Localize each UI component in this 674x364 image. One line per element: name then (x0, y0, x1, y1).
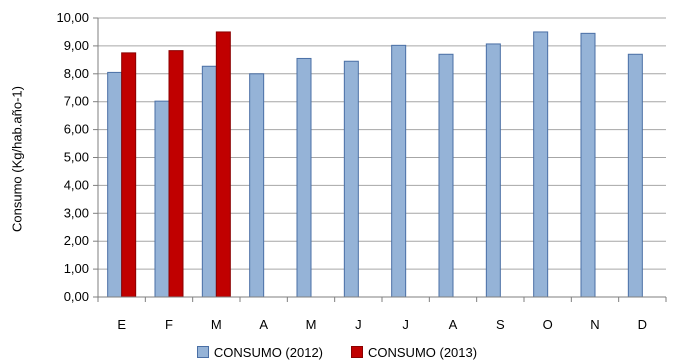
legend-swatch-2013 (351, 346, 363, 358)
bar-2012 (343, 60, 359, 298)
axes (93, 17, 667, 302)
bar-2012 (627, 53, 643, 298)
bar-chart: 0,00 1,00 2,00 3,00 4,00 5,00 6,00 7,00 8,00 9,00… (56, 10, 667, 332)
y-tick-label: 2,00 (64, 233, 89, 248)
bar-2012 (580, 32, 596, 298)
y-axis-label: Consumo (Kg/hab.año-1) (8, 64, 26, 254)
x-tick-label: A (259, 317, 268, 332)
y-tick-label: 5,00 (64, 150, 89, 165)
x-tick-label: M (211, 317, 222, 332)
x-tick-label: J (355, 317, 362, 332)
bar-2013 (215, 31, 231, 298)
bar-2012 (201, 65, 217, 298)
y-tick-label: 4,00 (64, 177, 89, 192)
x-tick-label: F (165, 317, 173, 332)
y-tick-label: 1,00 (64, 261, 89, 276)
y-tick-label: 3,00 (64, 205, 89, 220)
x-tick-label: O (543, 317, 553, 332)
bar-2013 (121, 52, 137, 298)
y-tick-label: 0,00 (64, 289, 89, 304)
legend-label-2013: CONSUMO (2013) (368, 344, 478, 360)
gridlines (98, 17, 666, 270)
bar-2012 (249, 73, 265, 298)
legend: CONSUMO (2012) CONSUMO (2013) (0, 343, 674, 361)
x-tick-label: A (449, 317, 458, 332)
bar-2013 (168, 50, 184, 298)
bar-2012 (438, 53, 454, 298)
bar-2012 (391, 44, 407, 298)
y-tick-label: 6,00 (64, 122, 89, 137)
bars (107, 31, 643, 298)
x-tick-label: S (496, 317, 505, 332)
bar-2012 (296, 57, 312, 298)
x-tick-label: D (638, 317, 647, 332)
y-axis-label-text: Consumo (Kg/hab.año-1) (9, 86, 25, 232)
y-tick-labels: 0,00 1,00 2,00 3,00 4,00 5,00 6,00 7,00 8,00 9,00… (56, 10, 89, 304)
x-tick-label: M (306, 317, 317, 332)
x-tick-label: N (590, 317, 599, 332)
x-tick-label: E (117, 317, 126, 332)
bar-2012 (533, 31, 549, 298)
bar-2012 (154, 100, 170, 298)
x-tick-label: J (402, 317, 409, 332)
legend-swatch-2012 (196, 346, 209, 358)
legend-item-2012: CONSUMO (2012) (196, 344, 323, 360)
y-tick-label: 7,00 (64, 94, 89, 109)
y-tick-label: 9,00 (64, 38, 89, 53)
y-tick-label: 8,00 (64, 66, 89, 81)
legend-label-2012: CONSUMO (2012) (213, 344, 323, 360)
legend-item-2013: CONSUMO (2013) (351, 345, 477, 360)
bar-2012 (485, 43, 501, 298)
bar-2012 (107, 71, 123, 298)
y-tick-label: 10,00 (56, 10, 89, 25)
